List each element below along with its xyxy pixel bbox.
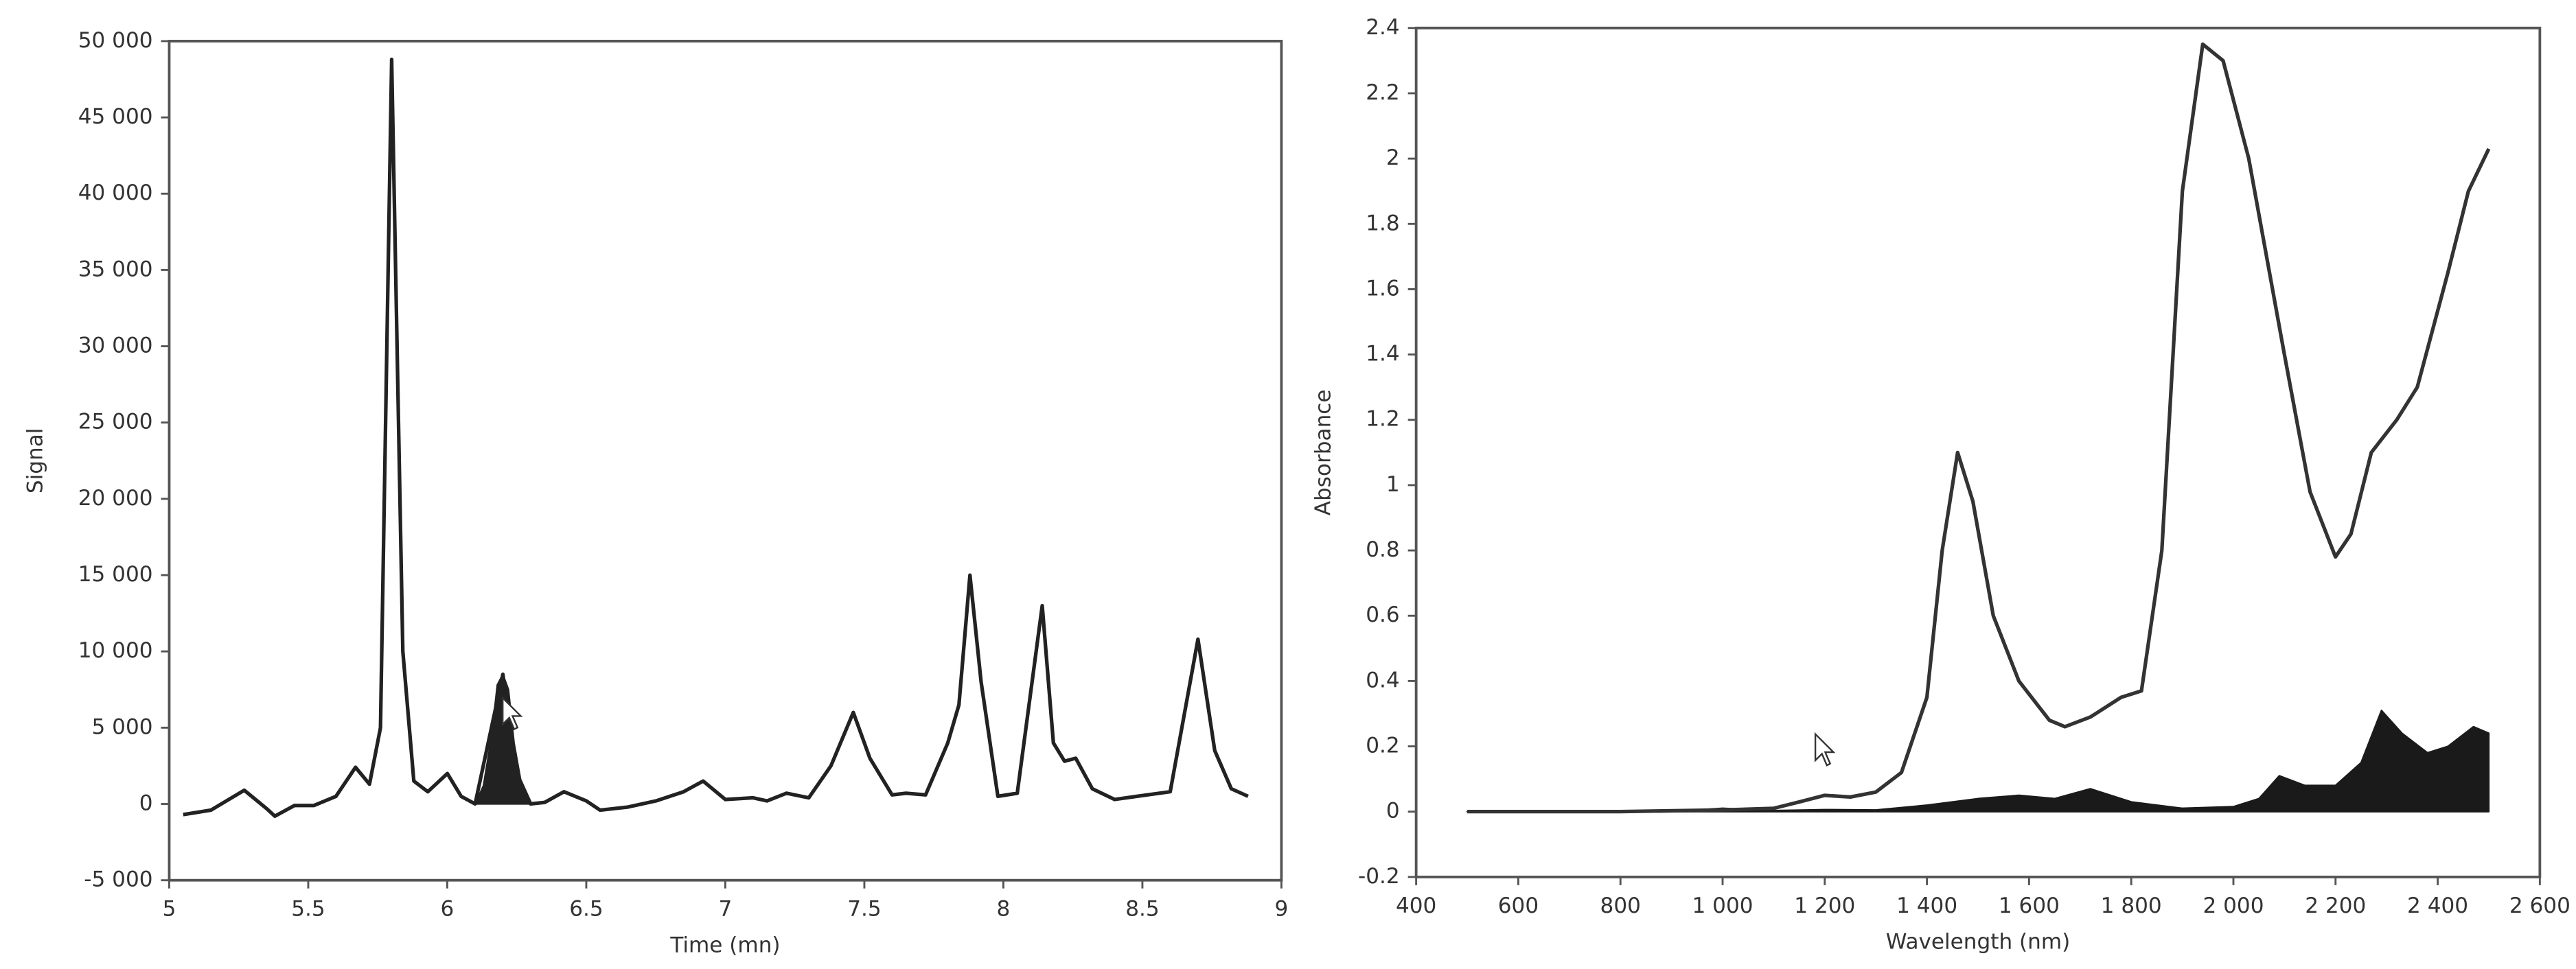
y-tick-label: 0.4	[1366, 668, 1399, 692]
x-tick-label: 7.5	[847, 897, 881, 922]
y-tick-label: 20 000	[78, 486, 153, 511]
y-tick-label: 50 000	[78, 28, 153, 53]
y-tick-label: 2.2	[1366, 80, 1399, 105]
y-axis-label: Signal	[23, 428, 48, 494]
x-tick-label: 800	[1600, 894, 1641, 918]
y-tick-label: 0.8	[1366, 537, 1399, 562]
x-tick-label: 1 800	[2101, 894, 2162, 918]
x-tick-label: 6	[441, 897, 455, 922]
signal-line	[183, 57, 1249, 818]
cursor	[1814, 732, 1836, 767]
y-tick-label: -5 000	[84, 867, 152, 892]
x-tick-label: 600	[1498, 894, 1539, 918]
x-axis-label: Time (mn)	[669, 933, 780, 957]
y-tick-label: 1.2	[1366, 407, 1399, 432]
y-tick-label: 1	[1386, 472, 1400, 497]
y-tick-label: 10 000	[78, 638, 153, 663]
x-tick-label: 5.5	[291, 897, 325, 922]
x-tick-label: 1 600	[1999, 894, 2060, 918]
y-tick-label: 0	[1386, 799, 1400, 824]
y-tick-label: 1.4	[1366, 342, 1399, 366]
y-tick-label: 1.8	[1366, 211, 1399, 235]
y-tick-label: -0.2	[1358, 864, 1400, 889]
x-tick-label: 2 600	[2509, 894, 2571, 918]
filled-area	[1466, 710, 2490, 813]
x-tick-label: 8	[997, 897, 1011, 922]
x-tick-label: 8.5	[1125, 897, 1159, 922]
y-axis-label: Absorbance	[1311, 389, 1336, 515]
y-tick-label: 40 000	[78, 180, 153, 205]
cursor	[502, 696, 523, 731]
x-tick-label: 2 400	[2407, 894, 2468, 918]
y-tick-label: 1.6	[1366, 276, 1399, 301]
y-tick-label: 0.6	[1366, 603, 1399, 627]
x-tick-label: 1 000	[1692, 894, 1753, 918]
x-tick-label: 400	[1396, 894, 1436, 918]
y-tick-label: 5 000	[92, 714, 153, 739]
x-tick-label: 6.5	[569, 897, 603, 922]
plot-frame	[168, 40, 1283, 882]
x-tick-label: 5	[163, 897, 176, 922]
y-tick-label: 2	[1386, 145, 1400, 170]
y-tick-label: 25 000	[78, 410, 153, 434]
x-tick-label: 1 200	[1794, 894, 1855, 918]
x-tick-label: 2 000	[2203, 894, 2264, 918]
signal-line	[1467, 42, 2491, 814]
y-tick-label: 0	[139, 791, 153, 816]
x-tick-label: 1 400	[1896, 894, 1957, 918]
x-tick-label: 9	[1275, 897, 1289, 922]
y-tick-label: 0.2	[1366, 734, 1399, 758]
y-tick-label: 30 000	[78, 334, 153, 358]
plot-frame	[1414, 26, 2542, 878]
y-tick-label: 45 000	[78, 104, 153, 129]
y-tick-label: 2.4	[1366, 15, 1399, 40]
y-tick-label: 35 000	[78, 257, 153, 281]
x-tick-label: 2 200	[2305, 894, 2366, 918]
x-tick-label: 7	[719, 897, 733, 922]
x-axis-label: Wavelength (nm)	[1886, 930, 2071, 955]
y-tick-label: 15 000	[78, 562, 153, 587]
